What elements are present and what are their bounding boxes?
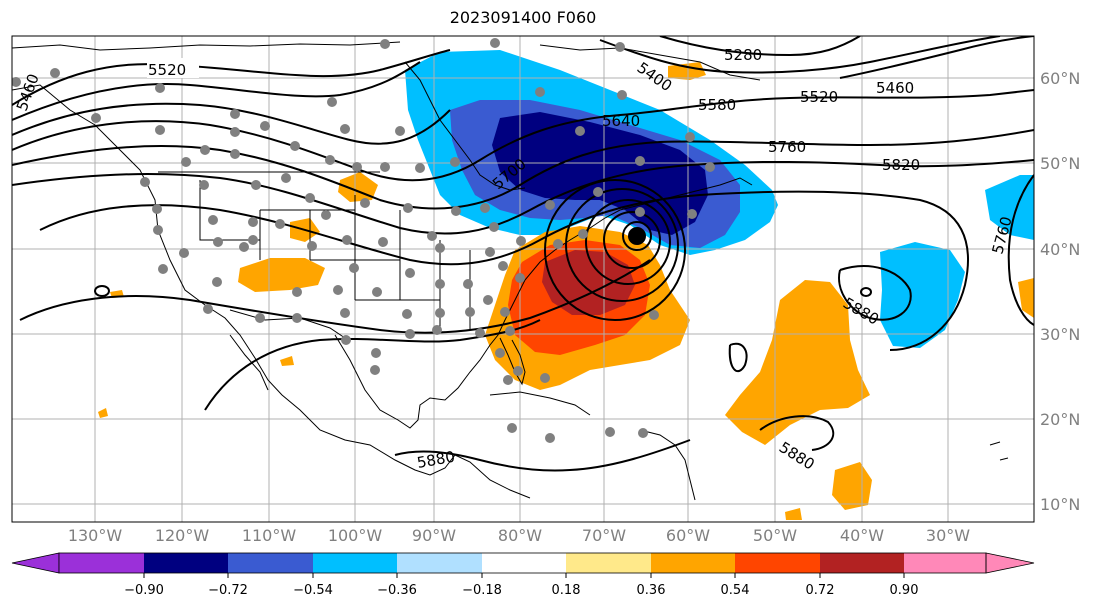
map-panel: 5520 5580 5280 5460 5640 5760 5820 5700 … bbox=[12, 36, 1034, 522]
lat-label: 60°N bbox=[1040, 69, 1080, 88]
colorbar-segment bbox=[482, 553, 566, 573]
contour-label: 5580 bbox=[698, 96, 736, 114]
cyclone-center-marker bbox=[628, 227, 646, 245]
contour-label: 5460 bbox=[876, 79, 914, 97]
colorbar-over-arrow bbox=[985, 552, 1035, 574]
lat-label: 50°N bbox=[1040, 154, 1080, 173]
colorbar-tick-label: 0.72 bbox=[806, 583, 835, 598]
lon-label: 30°W bbox=[926, 526, 970, 545]
lon-label: 60°W bbox=[666, 526, 710, 545]
contour-label: 5640 bbox=[602, 112, 640, 130]
colorbar-segment bbox=[59, 553, 144, 573]
station-dots bbox=[12, 38, 715, 443]
coastlines bbox=[12, 41, 1009, 501]
colorbar-segment bbox=[735, 553, 820, 573]
lat-label: 30°N bbox=[1040, 325, 1080, 344]
colorbar-under-arrow bbox=[11, 552, 60, 574]
colorbar-tick-label: 0.36 bbox=[637, 583, 666, 598]
map-title: 2023091400 F060 bbox=[449, 8, 597, 27]
lon-label: 130°W bbox=[68, 526, 123, 545]
lon-label: 90°W bbox=[412, 526, 456, 545]
lat-label: 40°N bbox=[1040, 240, 1080, 259]
lon-label: 70°W bbox=[582, 526, 626, 545]
colorbar-tick-label: 0.18 bbox=[552, 583, 581, 598]
latitude-labels: 60°N 50°N 40°N 30°N 20°N 10°N bbox=[1040, 69, 1080, 514]
anomaly-orange-north bbox=[668, 62, 706, 80]
colorbar-outline bbox=[58, 552, 987, 574]
map-frame bbox=[11, 35, 1035, 523]
anomaly-far-east-blue bbox=[985, 175, 1034, 240]
anomaly-orange-plains bbox=[238, 258, 325, 292]
height-contours bbox=[12, 36, 1034, 472]
lon-label: 110°W bbox=[242, 526, 297, 545]
lon-label: 50°W bbox=[753, 526, 797, 545]
colorbar-segment bbox=[651, 553, 735, 573]
colorbar-tick-label: 0.54 bbox=[721, 583, 750, 598]
contour-label: 5760 bbox=[768, 138, 806, 156]
colorbar-segment bbox=[397, 553, 482, 573]
colorbar-tick-label: −0.36 bbox=[377, 583, 417, 598]
colorbar-tick-label: −0.18 bbox=[462, 583, 502, 598]
colorbar-tick-label: −0.54 bbox=[293, 583, 333, 598]
colorbar-segment bbox=[566, 553, 651, 573]
colorbar-segment bbox=[904, 553, 986, 573]
colorbar: −0.90 −0.72 −0.54 −0.36 −0.18 0.18 0.36 … bbox=[11, 552, 1035, 598]
lon-label: 120°W bbox=[155, 526, 210, 545]
lon-label: 100°W bbox=[328, 526, 383, 545]
anomaly-orange-central-atlantic bbox=[725, 280, 870, 445]
colorbar-tick-label: 0.90 bbox=[890, 583, 919, 598]
lat-label: 20°N bbox=[1040, 410, 1080, 429]
colorbar-segment bbox=[144, 553, 228, 573]
contour-label: 5520 bbox=[800, 88, 838, 106]
contour-label: 5280 bbox=[724, 46, 762, 64]
colorbar-tick-label: −0.90 bbox=[124, 583, 164, 598]
colorbar-segment bbox=[820, 553, 904, 573]
colorbar-tick-label: −0.72 bbox=[208, 583, 248, 598]
colorbar-segment bbox=[228, 553, 313, 573]
lon-label: 40°W bbox=[840, 526, 884, 545]
colorbar-ticks bbox=[143, 573, 905, 578]
lat-label: 10°N bbox=[1040, 495, 1080, 514]
anomaly-east-atlantic-blue bbox=[880, 242, 965, 348]
contour-label: 5820 bbox=[882, 156, 920, 174]
contour-label: 5520 bbox=[148, 61, 186, 79]
colorbar-tick-labels: −0.90 −0.72 −0.54 −0.36 −0.18 0.18 0.36 … bbox=[124, 583, 918, 598]
lon-label: 80°W bbox=[498, 526, 542, 545]
colorbar-segment bbox=[313, 553, 397, 573]
anomaly-orange-far-east bbox=[1018, 278, 1034, 318]
longitude-labels: 130°W 120°W 110°W 100°W 90°W 80°W 70°W 6… bbox=[68, 526, 970, 545]
